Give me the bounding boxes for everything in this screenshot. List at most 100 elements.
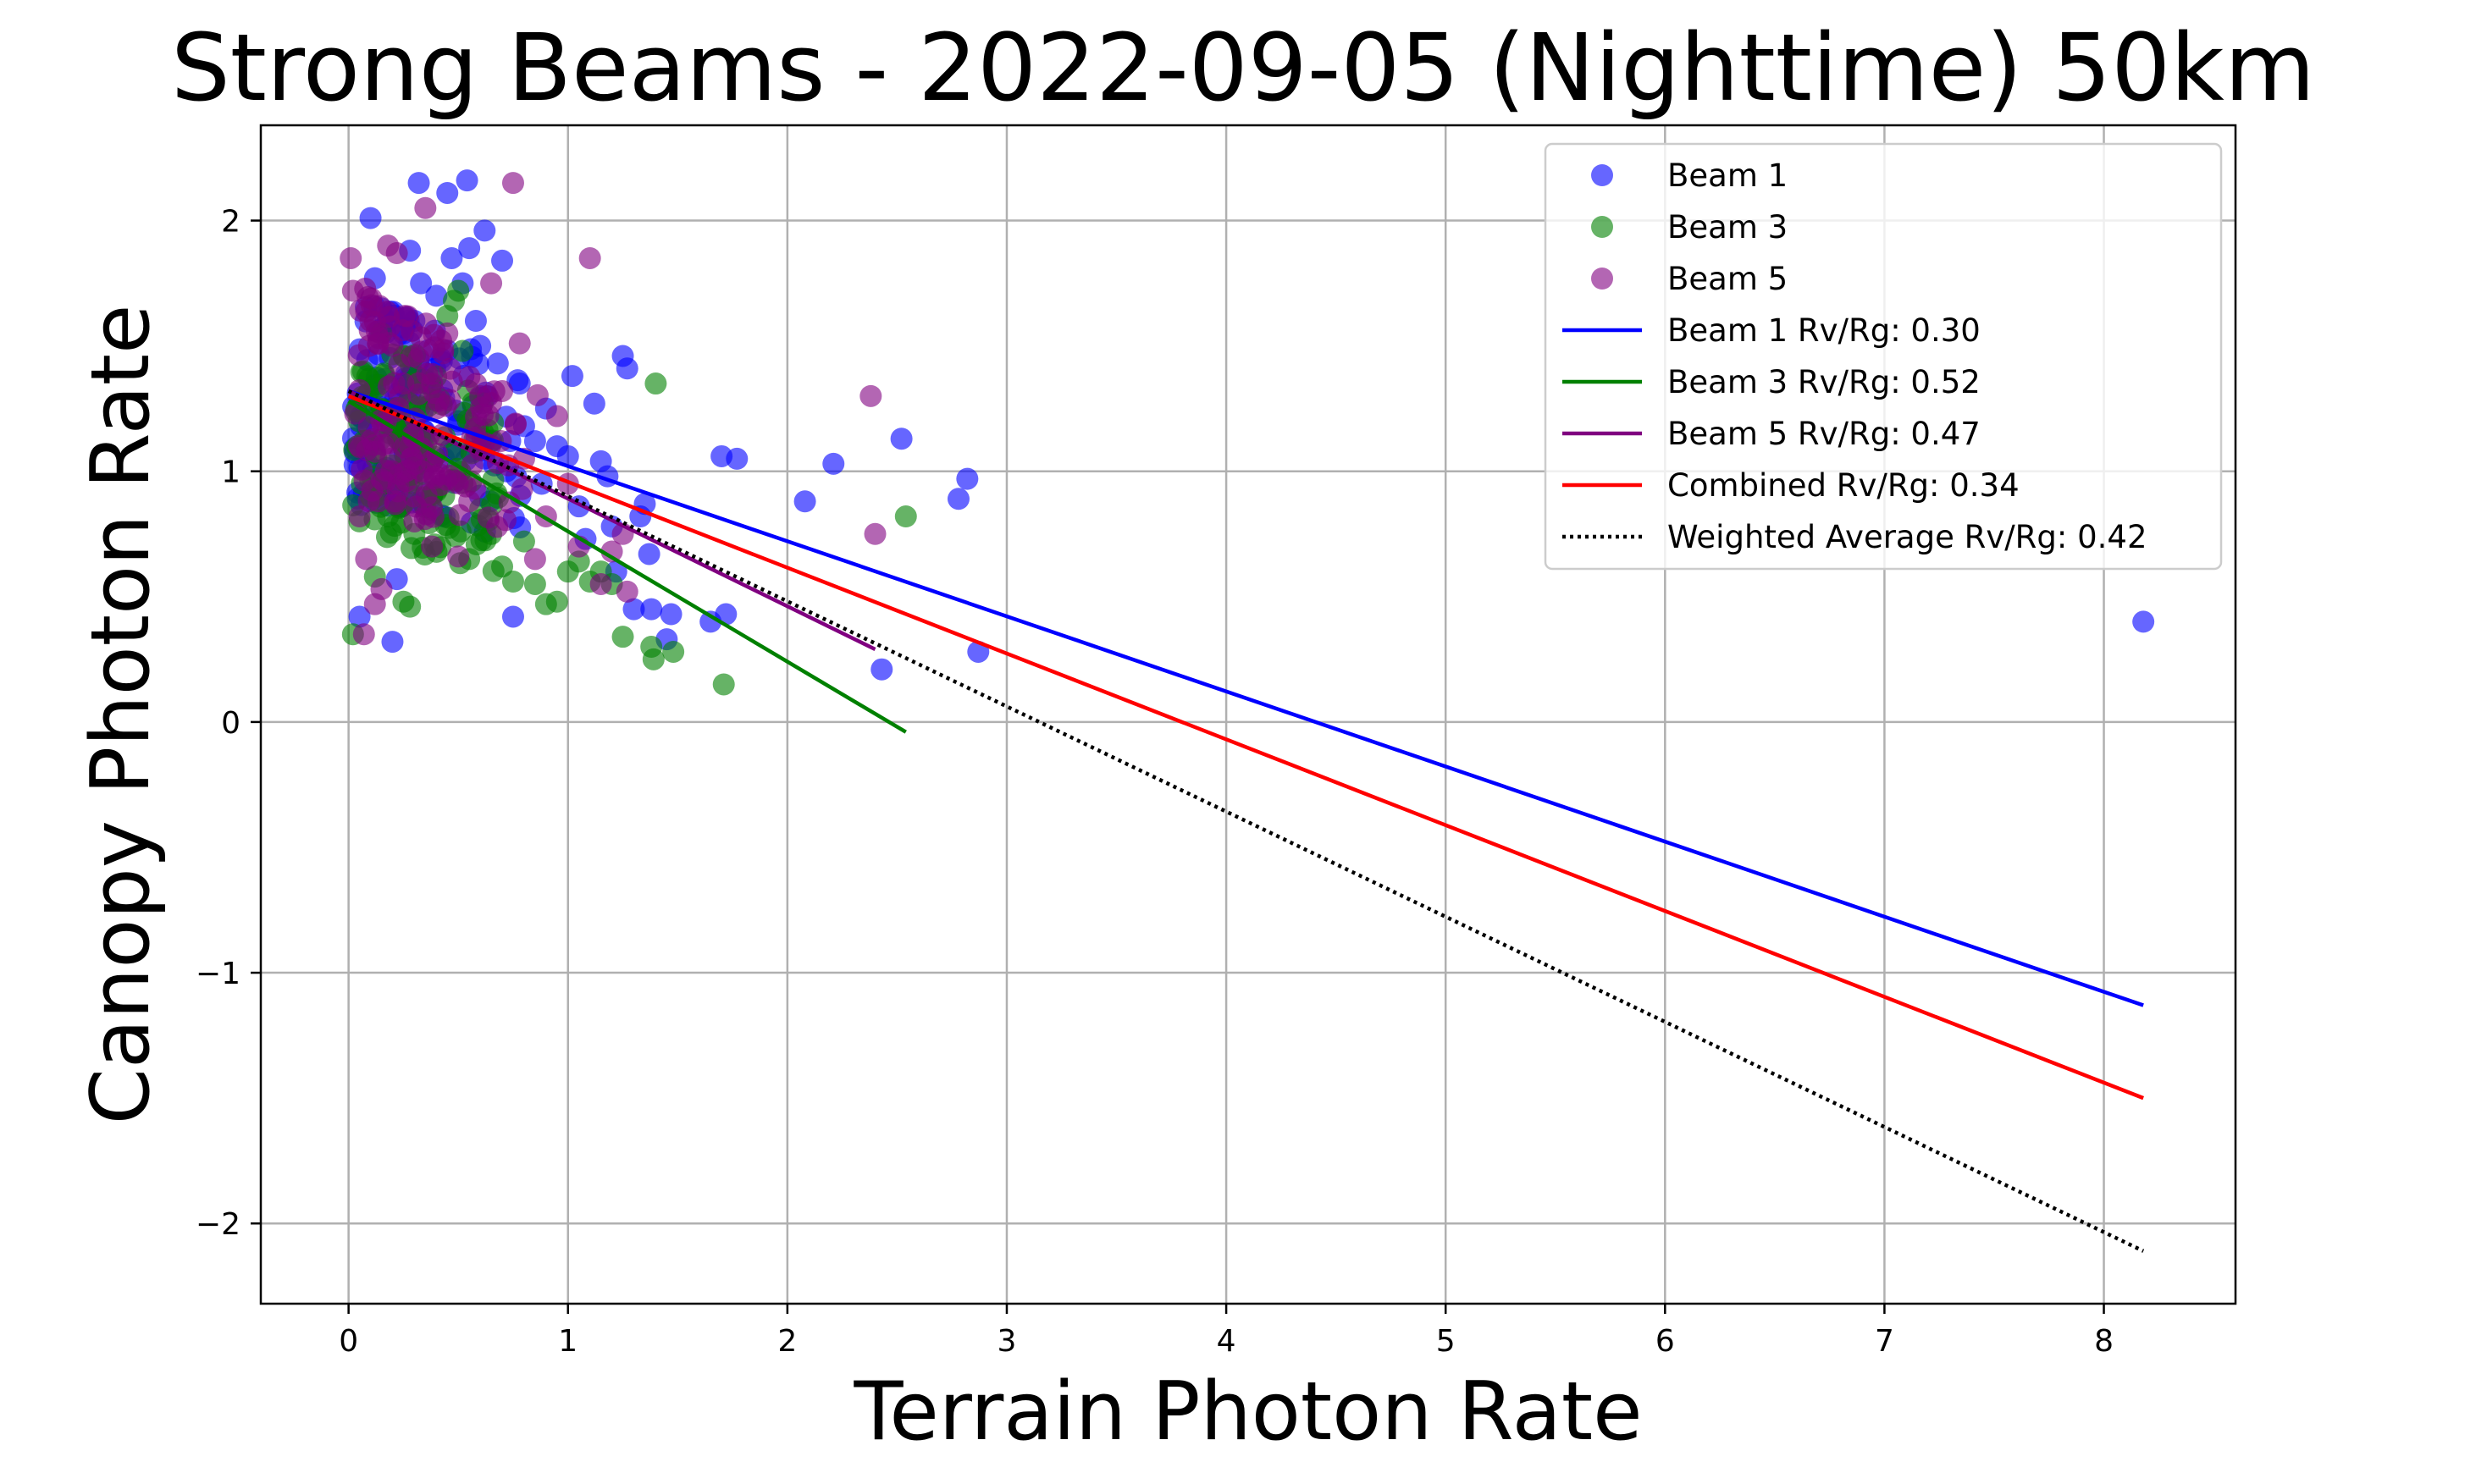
scatter-point — [379, 521, 402, 544]
scatter-point — [385, 242, 408, 265]
x-tick-label: 0 — [339, 1324, 358, 1359]
scatter-point — [561, 365, 583, 388]
scatter-point — [446, 472, 469, 494]
scatter-point — [464, 310, 487, 333]
legend: Beam 1 Beam 3 Beam 5 Beam 1 Rv/Rg: 0.30 Beam… — [1544, 142, 2223, 571]
scatter-point — [370, 577, 393, 600]
x-tick-label: 7 — [1875, 1324, 1894, 1359]
scatter-point — [822, 452, 845, 475]
scatter-point — [469, 384, 492, 407]
scatter-point — [407, 347, 430, 370]
legend-label: Beam 1 Rv/Rg: 0.30 — [1667, 312, 1981, 349]
scatter-point — [600, 540, 623, 563]
scatter-point — [523, 548, 546, 571]
scatter-point — [381, 334, 404, 357]
scatter-point — [403, 510, 426, 532]
scatter-point — [370, 468, 393, 491]
x-tick-label: 4 — [1217, 1324, 1236, 1359]
scatter-point — [359, 207, 382, 229]
scatter-points — [340, 169, 2155, 696]
scatter-point — [864, 522, 887, 545]
scatter-point — [447, 279, 470, 302]
scatter-point — [508, 372, 531, 395]
scatter-point — [726, 447, 749, 470]
x-axis-ticks: 0 1 2 3 4 5 6 7 8 — [339, 1304, 2114, 1359]
scatter-point — [947, 488, 970, 510]
scatter-point — [458, 237, 481, 260]
chart-title: Strong Beams - 2022-09-05 (Nighttime) 50… — [171, 14, 2315, 122]
scatter-point — [2132, 610, 2155, 633]
y-axis-label: Canopy Photon Rate — [75, 305, 168, 1125]
scatter-point — [545, 590, 568, 613]
plot-frame — [259, 124, 2237, 1305]
scatter-point — [347, 344, 370, 367]
scatter-point — [425, 397, 448, 420]
legend-entry: Beam 1 — [1591, 157, 1788, 194]
scatter-point — [421, 535, 444, 558]
scatter-point — [425, 284, 448, 307]
scatter-point — [378, 306, 401, 328]
scatter-point — [662, 640, 685, 663]
scatter-point — [392, 372, 415, 395]
y-tick-label: −1 — [196, 957, 240, 991]
scatter-point — [447, 545, 470, 568]
scatter-point — [640, 598, 663, 621]
scatter-point — [660, 603, 683, 626]
x-tick-label: 1 — [558, 1324, 578, 1359]
scatter-point — [611, 626, 634, 648]
scatter-point — [870, 658, 893, 681]
y-axis-ticks: −2 −1 0 1 2 — [196, 205, 261, 1242]
scatter-point — [793, 490, 816, 513]
legend-marker — [1591, 216, 1613, 238]
scatter-point — [458, 366, 481, 389]
scatter-point — [367, 490, 390, 513]
legend-label: Beam 3 — [1667, 209, 1788, 245]
scatter-point — [504, 413, 527, 436]
regression-line-4 — [347, 394, 2144, 1101]
scatter-point — [491, 379, 514, 402]
scatter-point — [352, 623, 375, 646]
scatter-point — [712, 673, 735, 696]
scatter-point — [415, 312, 438, 335]
scatter-point — [545, 405, 568, 428]
scatter-point — [501, 172, 524, 195]
scatter-point — [501, 571, 524, 593]
scatter-point — [473, 219, 496, 242]
scatter-point — [436, 181, 459, 204]
regression-line-3 — [347, 389, 876, 652]
scatter-point — [359, 310, 382, 333]
scatter-point — [638, 543, 660, 565]
scatter-point — [351, 458, 373, 481]
scatter-point — [456, 169, 478, 192]
y-tick-label: −2 — [196, 1207, 240, 1242]
scatter-point — [432, 339, 455, 361]
scatter-point — [428, 463, 451, 486]
legend-label: Beam 5 Rv/Rg: 0.47 — [1667, 416, 1981, 452]
y-tick-label: 2 — [221, 205, 240, 240]
scatter-point — [956, 467, 979, 490]
regression-lines — [347, 389, 2145, 1253]
legend-entry: Beam 3 Rv/Rg: 0.52 — [1562, 364, 1981, 400]
scatter-point — [589, 572, 612, 595]
scatter-point — [440, 246, 463, 269]
scatter-point — [477, 404, 500, 427]
scatter-point — [511, 477, 533, 500]
scatter-point — [495, 509, 517, 532]
legend-marker — [1591, 164, 1613, 186]
y-tick-label: 0 — [221, 706, 240, 741]
legend-marker — [1591, 268, 1613, 290]
legend-entry: Combined Rv/Rg: 0.34 — [1562, 467, 2020, 504]
legend-entry: Weighted Average Rv/Rg: 0.42 — [1562, 519, 2147, 555]
scatter-point — [458, 490, 481, 513]
scatter-point — [451, 339, 474, 362]
scatter-point — [616, 357, 638, 380]
x-tick-label: 8 — [2094, 1324, 2114, 1359]
legend-entry: Beam 5 — [1591, 261, 1788, 297]
scatter-point — [894, 505, 917, 528]
scatter-point — [578, 246, 601, 269]
scatter-point — [407, 172, 430, 195]
scatter-point — [348, 605, 371, 628]
scatter-point — [616, 580, 638, 603]
scatter-point — [526, 383, 549, 406]
